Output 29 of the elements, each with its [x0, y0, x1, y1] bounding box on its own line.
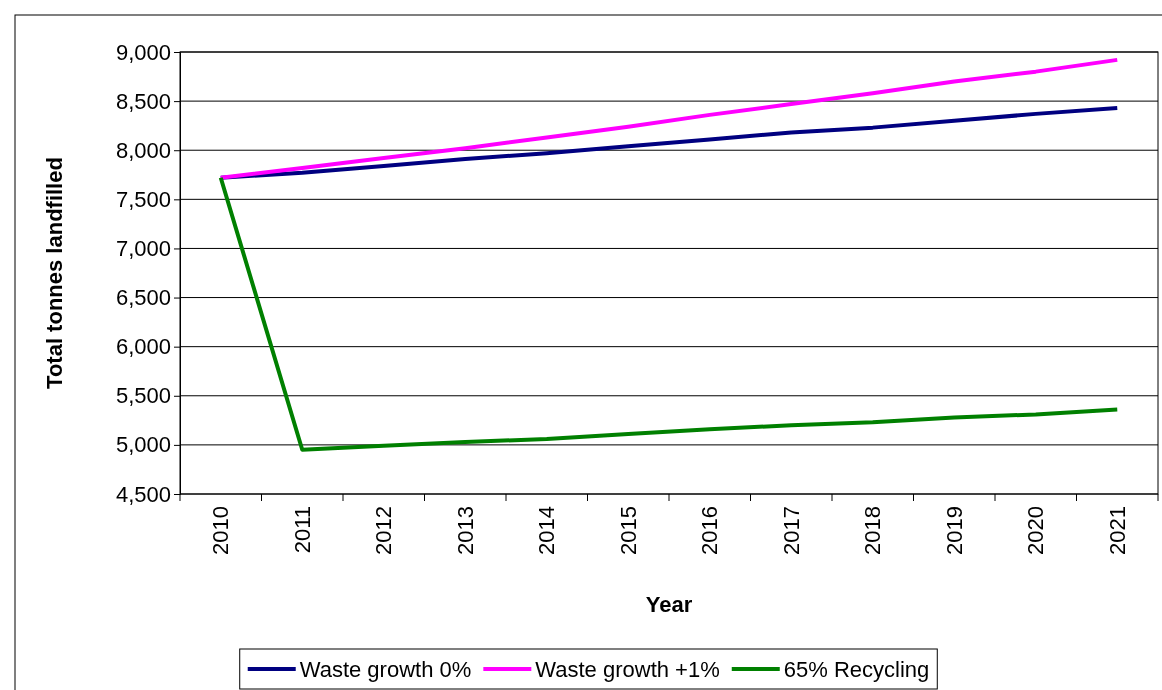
y-tick-label: 6,500 [115, 285, 171, 311]
x-tick-label: 2017 [778, 506, 804, 555]
y-tick-label: 6,000 [115, 334, 171, 360]
x-tick-label: 2019 [941, 506, 967, 555]
legend-label: Waste growth 0% [299, 656, 472, 682]
y-tick-label: 5,000 [115, 432, 171, 458]
y-tick-label: 4,500 [115, 481, 171, 507]
legend-label: 65% Recycling [783, 656, 930, 682]
line-series [218, 57, 1120, 180]
y-tick-label: 7,000 [115, 235, 171, 261]
x-tick-label: 2015 [615, 506, 641, 555]
legend-label: Waste growth +1% [535, 656, 720, 682]
y-tick-label: 5,500 [115, 383, 171, 409]
y-axis-title: Total tonnes landfilled [42, 157, 67, 389]
x-tick-label: 2012 [371, 506, 397, 555]
x-tick-label: 2020 [1023, 506, 1049, 555]
x-tick-label: 2010 [208, 506, 234, 555]
x-tick-label: 2014 [534, 506, 560, 555]
x-tick-label: 2011 [289, 506, 315, 554]
x-tick-label: 2013 [452, 506, 478, 555]
x-tick-label: 2018 [860, 506, 886, 555]
y-tick-label: 8,500 [115, 88, 171, 114]
x-tick-label: 2016 [697, 506, 723, 555]
x-tick-label: 2021 [1104, 506, 1130, 555]
y-tick-label: 8,000 [115, 137, 171, 163]
x-axis-title: Year [645, 592, 693, 617]
y-tick-label: 7,500 [115, 186, 171, 212]
y-tick-label: 9,000 [115, 39, 171, 65]
line-series [218, 175, 1120, 452]
